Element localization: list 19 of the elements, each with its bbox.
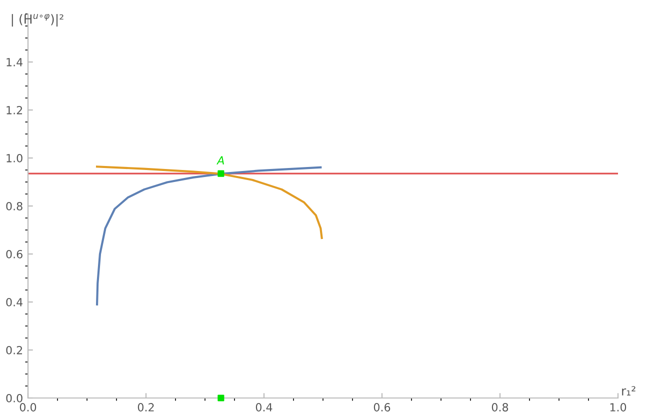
y-tick-label: 0.4 (6, 298, 23, 306)
annotation: A (216, 156, 224, 164)
y-tick-label: 1.4 (6, 58, 23, 66)
x-tick-label: 0.2 (138, 403, 154, 412)
line-series (96, 166, 323, 239)
x-axis-title: r₁² (622, 386, 636, 396)
y-tick-label: 0.2 (6, 346, 22, 354)
x-tick-label: 0.4 (256, 403, 272, 412)
y-tick-label: 0.0 (6, 394, 22, 402)
y-tick-label: 0.8 (6, 202, 22, 210)
y-tick-label: 1.0 (6, 154, 22, 162)
line-series (96, 166, 322, 306)
y-tick-label: 0.6 (6, 250, 22, 258)
y-tick-label: 1.2 (6, 106, 22, 114)
x-tick-label: 0.6 (374, 403, 390, 412)
y-axis-title: | (H$^{u∘φ}$)|² (12, 14, 64, 27)
x-tick-label: 0.0 (20, 403, 36, 412)
x-tick-label: 0.8 (492, 403, 508, 412)
x-tick-label: 1.0 (610, 403, 626, 412)
